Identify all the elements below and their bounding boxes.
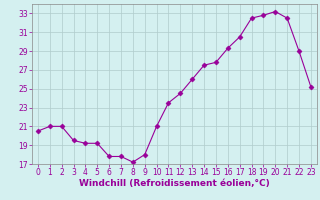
X-axis label: Windchill (Refroidissement éolien,°C): Windchill (Refroidissement éolien,°C) [79, 179, 270, 188]
